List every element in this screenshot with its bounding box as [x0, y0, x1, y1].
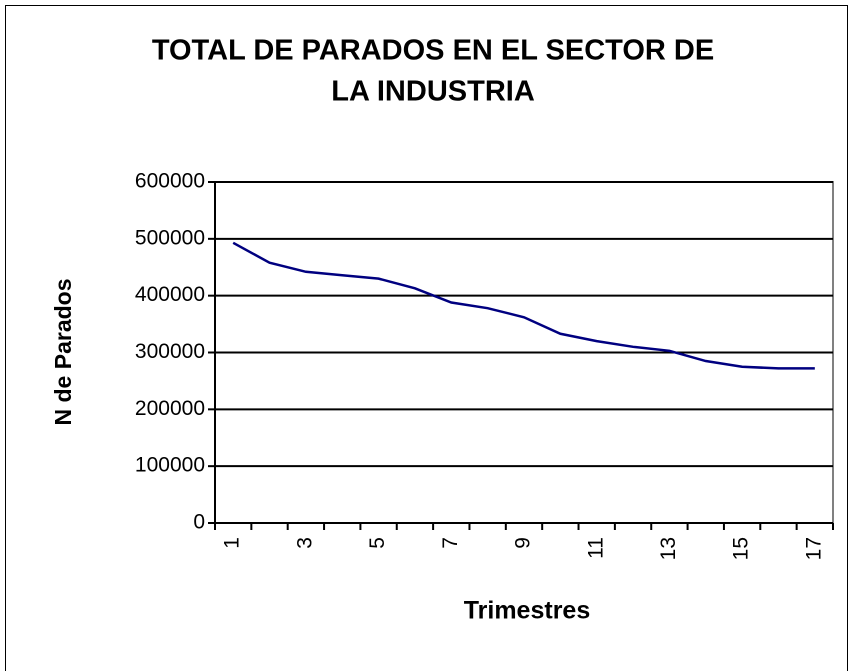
y-tick-label: 600000 [135, 170, 205, 193]
y-tick-label: 400000 [135, 283, 205, 306]
x-tick-label: 11 [584, 537, 607, 559]
y-axis-label: N de Parados [50, 279, 76, 426]
chart-title: TOTAL DE PARADOS EN EL SECTOR DE [152, 35, 714, 67]
x-tick-label: 17 [802, 537, 825, 560]
x-axis-label: Trimestres [464, 597, 590, 625]
chart-title: LA INDUSTRIA [331, 76, 535, 108]
x-tick-label: 3 [293, 537, 316, 549]
y-tick-label: 500000 [135, 226, 205, 249]
x-tick-label: 13 [657, 537, 680, 560]
y-tick-label: 100000 [135, 454, 205, 477]
y-tick-label: 0 [193, 511, 205, 534]
x-tick-label: 15 [730, 537, 753, 560]
x-tick-label: 9 [512, 537, 535, 549]
series-line [232, 241, 815, 370]
x-tick-label: 5 [366, 537, 389, 549]
y-tick-label: 200000 [135, 397, 205, 420]
x-tick-label: 1 [221, 537, 244, 549]
x-tick-label: 7 [439, 537, 462, 549]
chart-border [5, 5, 848, 671]
y-tick-label: 300000 [135, 340, 205, 363]
